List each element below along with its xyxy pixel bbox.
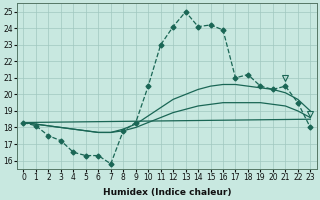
X-axis label: Humidex (Indice chaleur): Humidex (Indice chaleur) — [103, 188, 231, 197]
